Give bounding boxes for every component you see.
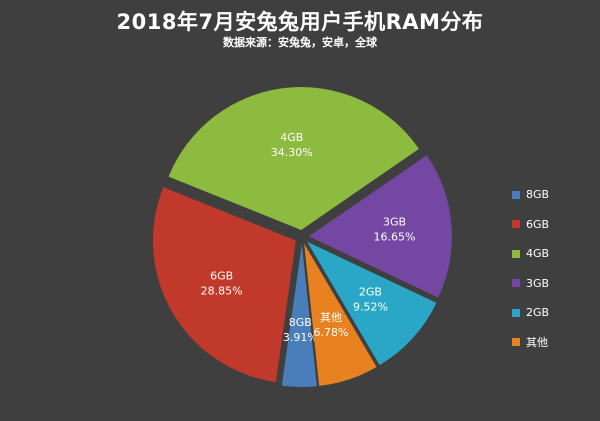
slice-label-2GB: 2GB xyxy=(359,286,382,299)
slice-label-4GB: 4GB xyxy=(280,131,303,144)
slice-value-4GB: 34.30% xyxy=(271,146,313,159)
legend-label-4GB: 4GB xyxy=(526,247,550,261)
slice-value-其他: 6.78% xyxy=(314,326,349,339)
chart-title: 2018年7月安兔兔用户手机RAM分布 xyxy=(116,10,484,34)
legend-item-8GB: 8GB xyxy=(512,180,592,210)
chart-legend: 8GB 6GB 4GB 3GB 2GB 其他 xyxy=(512,180,592,357)
slice-label-6GB: 6GB xyxy=(210,269,233,282)
legend-item-其他: 其他 xyxy=(512,328,592,358)
pie-slice-其他 xyxy=(304,243,377,386)
slice-value-2GB: 9.52% xyxy=(353,301,388,314)
legend-label-3GB: 3GB xyxy=(526,276,550,290)
legend-item-6GB: 6GB xyxy=(512,210,592,240)
legend-swatch-其他 xyxy=(512,338,520,347)
legend-swatch-3GB xyxy=(512,279,520,288)
pie-slice-2GB xyxy=(307,241,437,366)
slice-label-8GB: 8GB xyxy=(289,316,312,329)
legend-label-8GB: 8GB xyxy=(526,188,550,202)
slice-label-3GB: 3GB xyxy=(383,215,406,228)
legend-label-2GB: 2GB xyxy=(526,306,550,320)
legend-item-2GB: 2GB xyxy=(512,298,592,328)
legend-label-6GB: 6GB xyxy=(526,217,550,231)
pie-slice-4GB xyxy=(168,87,419,231)
legend-item-4GB: 4GB xyxy=(512,239,592,269)
slice-value-3GB: 16.65% xyxy=(374,230,416,243)
legend-swatch-2GB xyxy=(512,308,520,317)
legend-swatch-6GB xyxy=(512,220,520,229)
pie-slice-6GB xyxy=(152,187,296,383)
chart-subtitle: 数据来源：安兔兔，安卓，全球 xyxy=(223,36,377,49)
pie-slice-8GB xyxy=(281,244,317,388)
slice-value-8GB: 3.91% xyxy=(283,331,318,344)
legend-item-3GB: 3GB xyxy=(512,269,592,299)
slice-label-其他: 其他 xyxy=(320,311,342,324)
legend-swatch-4GB xyxy=(512,249,520,258)
slice-value-6GB: 28.85% xyxy=(201,284,243,297)
legend-swatch-8GB xyxy=(512,190,520,199)
legend-label-其他: 其他 xyxy=(526,336,548,350)
pie-slice-3GB xyxy=(308,155,452,298)
